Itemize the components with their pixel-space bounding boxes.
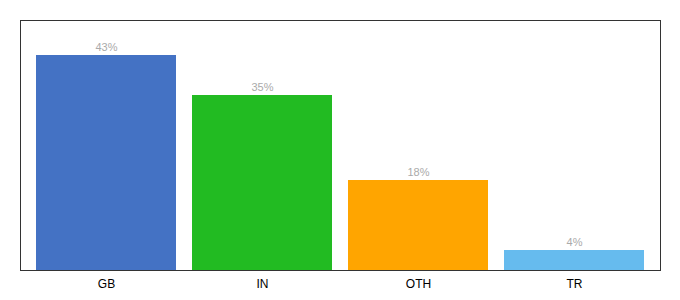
svg-text:43%: 43% (95, 41, 117, 53)
svg-text:GB: GB (98, 277, 115, 291)
svg-text:35%: 35% (251, 81, 273, 93)
svg-text:4%: 4% (567, 236, 583, 248)
svg-text:18%: 18% (407, 166, 429, 178)
svg-text:IN: IN (257, 277, 269, 291)
svg-text:TR: TR (567, 277, 583, 291)
svg-text:OTH: OTH (406, 277, 431, 291)
